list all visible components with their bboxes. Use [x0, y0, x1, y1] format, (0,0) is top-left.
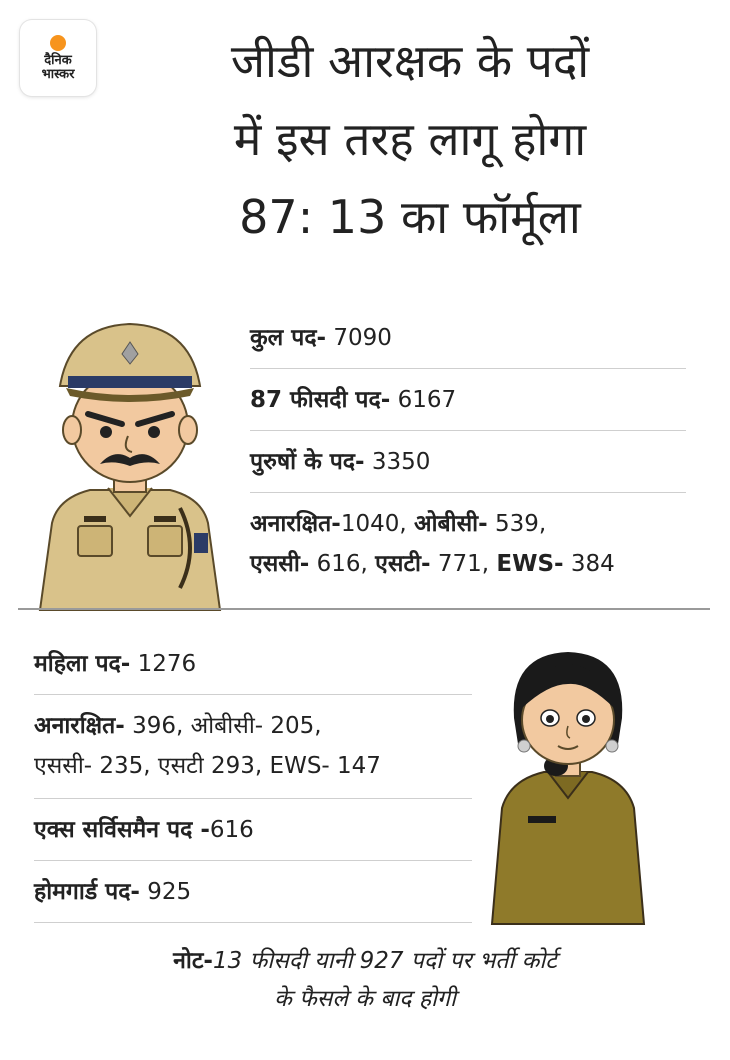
ex-servicemen-row: एक्स सर्विसमैन पद -616 — [34, 812, 254, 844]
percent87-row: 87 फीसदी पद- 6167 — [250, 382, 456, 414]
women-unreserved-label: अनारक्षित- — [34, 713, 125, 739]
men-category-line2: एससी- 616, एसटी- 771, EWS- 384 — [250, 546, 615, 578]
home-guard-label: होमगार्ड पद- — [34, 879, 140, 905]
ews-value: 384 — [563, 551, 615, 577]
women-posts-value: 1276 — [130, 651, 197, 677]
obc-label: ओबीसी- — [413, 511, 488, 537]
women-posts-row: महिला पद- 1276 — [34, 646, 196, 678]
percent87-value: 6167 — [390, 387, 457, 413]
separator — [34, 694, 472, 695]
note-label: नोट- — [173, 948, 213, 974]
sun-icon — [50, 34, 66, 51]
men-posts-value: 3350 — [364, 449, 431, 475]
women-category-values-2: एससी- 235, एसटी 293, EWS- 147 — [34, 753, 381, 779]
title-line-1: जीडी आरक्षक के पदों — [230, 34, 590, 88]
note-text-1: 13 फीसदी यानी 927 पदों पर भर्ती कोर्ट — [212, 948, 557, 974]
men-posts-label: पुरुषों के पद- — [250, 449, 365, 475]
policewoman-illustration — [490, 652, 646, 925]
note-text-2: के फैसले के बाद होगी — [274, 986, 456, 1012]
title-line-2: में इस तरह लागू होगा — [233, 112, 587, 166]
logo-line2: भास्कर — [41, 66, 75, 82]
separator — [250, 368, 686, 369]
section-divider — [18, 608, 710, 610]
separator — [34, 860, 472, 861]
women-posts-label: महिला पद- — [34, 651, 131, 677]
separator — [34, 922, 472, 923]
st-label: एसटी- — [375, 551, 431, 577]
home-guard-value: 925 — [139, 879, 192, 905]
women-category-line1: अनारक्षित- 396, ओबीसी- 205, — [34, 708, 322, 740]
women-category-line2: एससी- 235, एसटी 293, EWS- 147 — [34, 748, 381, 780]
separator — [250, 430, 686, 431]
st-value: 771, — [430, 551, 497, 577]
unreserved-value: 1040, — [340, 511, 414, 537]
title-line-3: 87: 13 का फॉर्मूला — [239, 190, 581, 244]
sc-value: 616, — [309, 551, 376, 577]
total-posts-label: कुल पद- — [250, 325, 327, 351]
ex-servicemen-value: 616 — [209, 817, 254, 843]
page-title: जीडी आरक्षक के पदों में इस तरह लागू होगा… — [110, 22, 710, 256]
total-posts-row: कुल पद- 7090 — [250, 320, 392, 352]
unreserved-label: अनारक्षित- — [250, 511, 341, 537]
dainik-bhaskar-logo: दैनिक भास्कर — [20, 20, 96, 96]
men-category-line1: अनारक्षित-1040, ओबीसी- 539, — [250, 506, 546, 538]
ews-label: EWS- — [496, 551, 564, 577]
women-category-values-1: 396, ओबीसी- 205, — [124, 713, 322, 739]
men-posts-row: पुरुषों के पद- 3350 — [250, 444, 430, 476]
ex-servicemen-label: एक्स सर्विसमैन पद - — [34, 817, 210, 843]
obc-value: 539, — [487, 511, 547, 537]
home-guard-row: होमगार्ड पद- 925 — [34, 874, 191, 906]
total-posts-value: 7090 — [326, 325, 392, 351]
logo-line1: दैनिक — [44, 52, 72, 68]
percent87-label: 87 फीसदी पद- — [250, 387, 391, 413]
policeman-illustration — [38, 322, 222, 611]
note: नोट-13 फीसदी यानी 927 पदों पर भर्ती कोर्… — [60, 942, 670, 1018]
sc-label: एससी- — [250, 551, 310, 577]
note-line-1: नोट-13 फीसदी यानी 927 पदों पर भर्ती कोर्… — [60, 942, 670, 980]
separator — [250, 492, 686, 493]
separator — [34, 798, 472, 799]
